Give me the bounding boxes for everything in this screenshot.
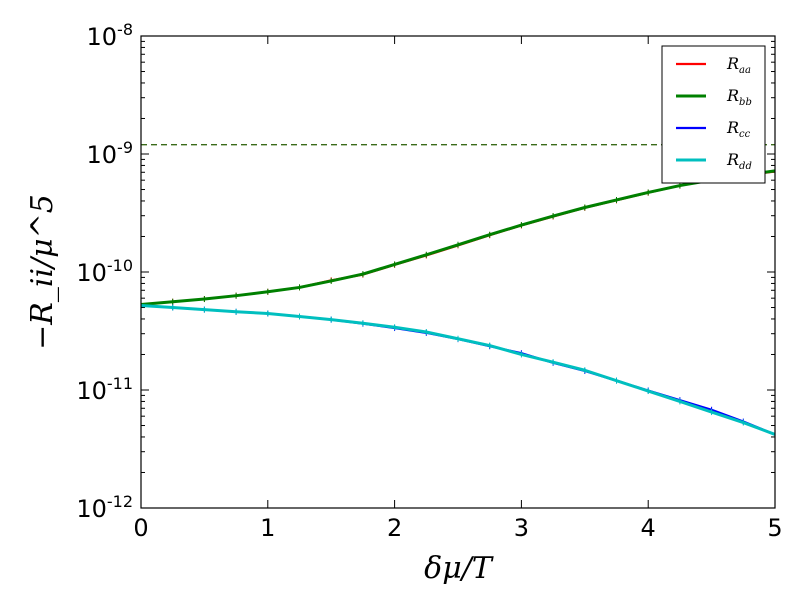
y-tick-label: 10-8 [87, 20, 134, 51]
y-tick-label: 10-11 [76, 374, 133, 405]
y-tick-label: 10-12 [76, 492, 133, 523]
y-tick-label: 10-10 [76, 256, 133, 287]
series-layer [140, 167, 776, 438]
y-tick-label: 10-9 [87, 138, 134, 169]
legend-label-aa: Raa [726, 54, 751, 76]
x-tick-label: 3 [514, 514, 529, 542]
legend: Raa Rbb Rcc Rdd [661, 45, 766, 184]
plot-frame [140, 35, 776, 509]
x-tick-label: 1 [260, 514, 275, 542]
x-tick-label: 4 [641, 514, 656, 542]
x-tick-label: 2 [387, 514, 402, 542]
x-tick-label: 0 [133, 514, 148, 542]
legend-label-dd: Rdd [726, 150, 752, 172]
legend-label-bb: Rbb [726, 86, 752, 108]
y-axis-ticks: 10-8 10-9 10-10 10-11 10-12 [76, 20, 775, 523]
y-axis-label: −R_ii/μ^5 [25, 194, 60, 350]
legend-label-cc: Rcc [726, 118, 751, 140]
x-axis-label: δμ/T [424, 551, 494, 586]
x-tick-label: 5 [767, 514, 782, 542]
